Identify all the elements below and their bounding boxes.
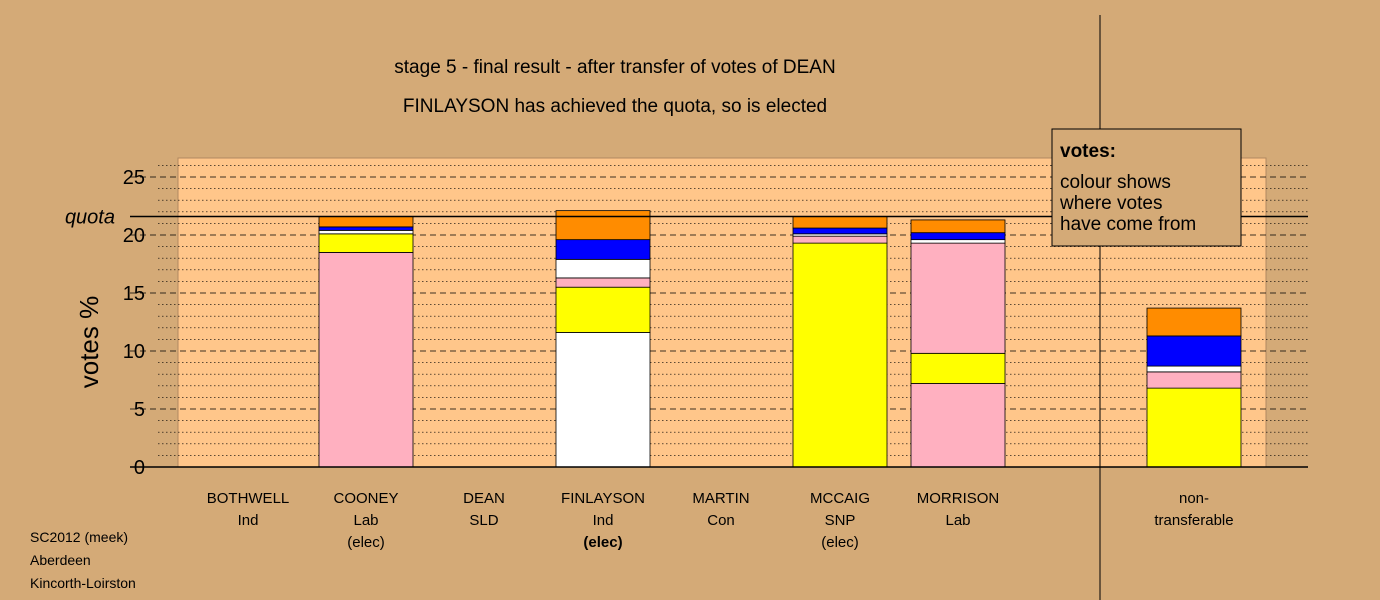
bar-segment [910,232,1006,241]
bar-segment [1146,365,1242,373]
bar-segment [792,227,888,235]
bar-segment [1146,335,1242,367]
y-tick-label: 0 [134,457,145,479]
bar-segment [555,332,651,468]
footer-line-2: Aberdeen [30,552,91,568]
bar-segment [555,210,651,241]
y-axis-label: votes % [74,296,104,389]
x-tick-label: (elec) [821,534,859,551]
footer-line-1: SC2012 (meek) [30,529,128,545]
legend-line-2: where votes [1059,193,1162,214]
y-tick-label: 5 [134,399,145,421]
x-tick-label: MARTIN [692,490,749,507]
x-tick-label: Con [707,512,735,529]
bar-segment [555,286,651,333]
bar-segment [555,239,651,260]
x-tick-label: Ind [238,512,259,529]
x-tick-label: FINLAYSON [561,490,645,507]
x-tick-label: Lab [353,512,378,529]
bar-segment [910,239,1006,244]
bar-segment [318,226,414,231]
bar-segment [910,242,1006,354]
legend-box [1051,128,1242,247]
x-tick-label: MCCAIG [810,490,870,507]
chart-subtitle: FINLAYSON has achieved the quota, so is … [403,96,827,117]
bar-segment [1146,371,1242,389]
bar-segment [792,235,888,244]
x-tick-label: SNP [825,512,856,529]
legend-line-3: have come from [1060,214,1196,235]
bar-segment [910,352,1006,384]
legend-title: votes: [1060,141,1116,162]
quota-label: quota [65,206,115,228]
bar-segment [1146,307,1242,337]
y-axis: 0 5 10 15 20 25 [123,167,145,479]
y-tick-label: 20 [123,225,145,247]
x-tick-label: BOTHWELL [207,490,290,507]
bar-segment [792,242,888,468]
bar-segment [318,229,414,235]
bar-segment [318,216,414,228]
legend: votes: colour shows where votes have com… [1051,128,1242,247]
chart-title: stage 5 - final result - after transfer … [394,57,835,78]
bar-segment [555,258,651,279]
bars [318,210,1242,468]
bar-segment [1146,387,1242,468]
x-tick-label: SLD [469,512,498,529]
bar-segment [792,216,888,229]
bar-segment [318,251,414,468]
x-tick-label: Lab [945,512,970,529]
bar-segment [910,219,1006,234]
x-tick-label: MORRISON [917,490,1000,507]
x-tick-label: Ind [593,512,614,529]
footer: SC2012 (meek) Aberdeen Kincorth-Loirston [30,529,136,591]
footer-line-3: Kincorth-Loirston [30,575,136,591]
x-tick-label: transferable [1154,512,1233,529]
bar-segment [910,383,1006,468]
x-tick-label: (elec) [583,534,622,551]
x-axis-labels: BOTHWELL Ind COONEY Lab (elec) DEAN SLD FINLAYS… [207,490,1234,551]
x-tick-label: (elec) [347,534,385,551]
legend-line-1: colour shows [1060,172,1171,193]
bar-segment [555,277,651,288]
x-tick-label: non- [1179,490,1209,507]
y-tick-label: 25 [123,167,145,189]
x-tick-label: DEAN [463,490,505,507]
y-tick-label: 10 [123,341,145,363]
bar-segment [318,233,414,253]
x-tick-label: COONEY [333,490,398,507]
y-tick-label: 15 [123,283,145,305]
